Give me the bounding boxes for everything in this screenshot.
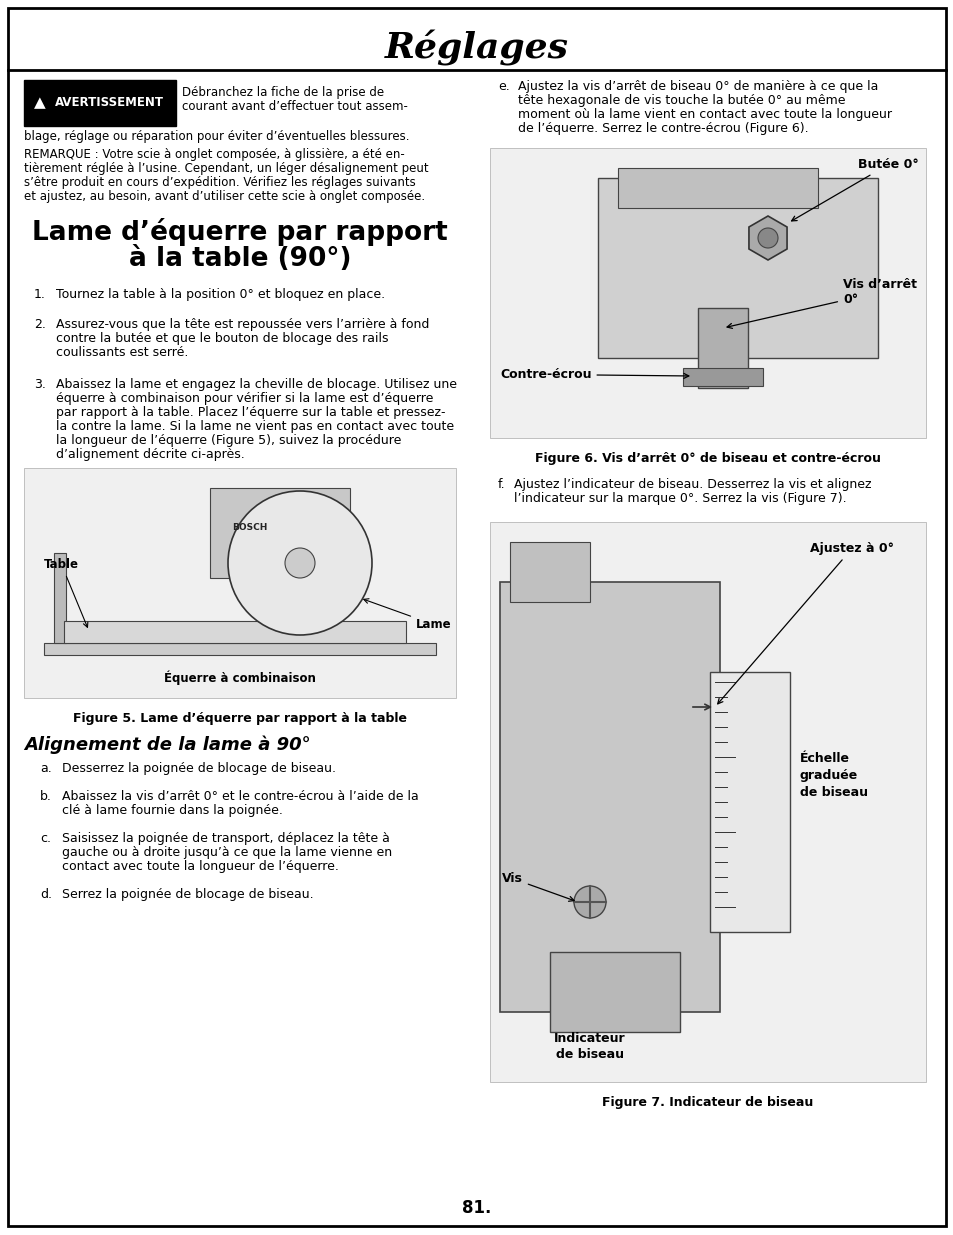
Text: Figure 6. Vis d’arrêt 0° de biseau et contre-écrou: Figure 6. Vis d’arrêt 0° de biseau et co… <box>535 452 880 466</box>
Bar <box>24 468 456 698</box>
Text: blage, réglage ou réparation pour éviter d’éventuelles blessures.: blage, réglage ou réparation pour éviter… <box>24 130 409 143</box>
Text: équerre à combinaison pour vérifier si la lame est d’équerre: équerre à combinaison pour vérifier si l… <box>56 391 433 405</box>
Text: Butée 0°: Butée 0° <box>791 158 918 221</box>
Text: Ajustez à 0°: Ajustez à 0° <box>717 542 893 704</box>
Text: la contre la lame. Si la lame ne vient pas en contact avec toute: la contre la lame. Si la lame ne vient p… <box>56 420 454 433</box>
Text: f.: f. <box>497 478 505 492</box>
Text: Ajustez la vis d’arrêt de biseau 0° de manière à ce que la: Ajustez la vis d’arrêt de biseau 0° de m… <box>517 80 878 93</box>
Bar <box>499 582 720 1011</box>
Text: Abaissez la vis d’arrêt 0° et le contre-écrou à l’aide de la: Abaissez la vis d’arrêt 0° et le contre-… <box>62 790 418 803</box>
Text: Vis: Vis <box>501 872 574 902</box>
Bar <box>709 672 789 932</box>
Text: Échelle
graduée
de biseau: Échelle graduée de biseau <box>800 752 867 799</box>
Text: Débranchez la fiche de la prise de: Débranchez la fiche de la prise de <box>182 86 384 99</box>
Text: l’indicateur sur la marque 0°. Serrez la vis (Figure 7).: l’indicateur sur la marque 0°. Serrez la… <box>514 492 845 505</box>
Text: contact avec toute la longueur de l’équerre.: contact avec toute la longueur de l’éque… <box>62 860 338 873</box>
Circle shape <box>758 228 778 248</box>
Text: Tournez la table à la position 0° et bloquez en place.: Tournez la table à la position 0° et blo… <box>56 288 385 301</box>
Text: tête hexagonale de vis touche la butée 0° au même: tête hexagonale de vis touche la butée 0… <box>517 94 844 107</box>
Bar <box>598 178 877 358</box>
Bar <box>54 553 66 643</box>
Bar <box>210 488 350 578</box>
Text: s’être produit en cours d’expédition. Vérifiez les réglages suivants: s’être produit en cours d’expédition. Vé… <box>24 177 416 189</box>
Text: Alignement de la lame à 90°: Alignement de la lame à 90° <box>24 736 311 755</box>
Text: et ajustez, au besoin, avant d’utiliser cette scie à onglet composée.: et ajustez, au besoin, avant d’utiliser … <box>24 190 425 203</box>
Text: tièrement réglée à l’usine. Cependant, un léger désalignement peut: tièrement réglée à l’usine. Cependant, u… <box>24 162 428 175</box>
Bar <box>550 952 679 1032</box>
Text: Vis d’arrêt
0°: Vis d’arrêt 0° <box>726 278 916 329</box>
Text: d.: d. <box>40 888 52 902</box>
Text: gauche ou à droite jusqu’à ce que la lame vienne en: gauche ou à droite jusqu’à ce que la lam… <box>62 846 392 860</box>
Text: a.: a. <box>40 762 51 776</box>
Text: 81.: 81. <box>462 1199 491 1216</box>
Text: à la table (90°): à la table (90°) <box>129 246 351 272</box>
Text: clé à lame fournie dans la poignée.: clé à lame fournie dans la poignée. <box>62 804 283 818</box>
Text: Abaissez la lame et engagez la cheville de blocage. Utilisez une: Abaissez la lame et engagez la cheville … <box>56 378 456 391</box>
Text: courant avant d’effectuer tout assem-: courant avant d’effectuer tout assem- <box>182 100 408 112</box>
Text: b.: b. <box>40 790 51 803</box>
Text: d’alignement décrite ci-après.: d’alignement décrite ci-après. <box>56 448 245 461</box>
Text: AVERTISSEMENT: AVERTISSEMENT <box>54 96 163 110</box>
Text: 3.: 3. <box>34 378 46 391</box>
Bar <box>510 542 589 601</box>
Text: contre la butée et que le bouton de blocage des rails: contre la butée et que le bouton de bloc… <box>56 332 388 345</box>
Text: Saisissez la poignée de transport, déplacez la tête à: Saisissez la poignée de transport, dépla… <box>62 832 390 845</box>
Text: BOSCH: BOSCH <box>233 524 268 532</box>
Circle shape <box>285 548 314 578</box>
Text: Lame d’équerre par rapport: Lame d’équerre par rapport <box>32 219 447 246</box>
Text: Indicateur
de biseau: Indicateur de biseau <box>554 1032 625 1061</box>
Bar <box>24 80 175 126</box>
Text: 2.: 2. <box>34 317 46 331</box>
Bar <box>682 368 762 387</box>
Text: Contre-écrou: Contre-écrou <box>499 368 688 382</box>
Bar <box>698 308 747 388</box>
Bar <box>490 148 925 438</box>
Text: ▲: ▲ <box>34 95 46 110</box>
Bar <box>64 621 406 643</box>
Text: Desserrez la poignée de blocage de biseau.: Desserrez la poignée de blocage de bisea… <box>62 762 335 776</box>
Bar <box>618 168 817 207</box>
Text: coulissants est serré.: coulissants est serré. <box>56 346 188 359</box>
Text: Figure 7. Indicateur de biseau: Figure 7. Indicateur de biseau <box>601 1095 813 1109</box>
Text: Figure 5. Lame d’équerre par rapport à la table: Figure 5. Lame d’équerre par rapport à l… <box>73 713 407 725</box>
Text: c.: c. <box>40 832 51 845</box>
Text: Serrez la poignée de blocage de biseau.: Serrez la poignée de blocage de biseau. <box>62 888 314 902</box>
Text: REMARQUE : Votre scie à onglet composée, à glissière, a été en-: REMARQUE : Votre scie à onglet composée,… <box>24 148 404 161</box>
Text: e.: e. <box>497 80 509 93</box>
Text: Ajustez l’indicateur de biseau. Desserrez la vis et alignez: Ajustez l’indicateur de biseau. Desserre… <box>514 478 871 492</box>
Text: la longueur de l’équerre (Figure 5), suivez la procédure: la longueur de l’équerre (Figure 5), sui… <box>56 433 401 447</box>
Text: Équerre à combinaison: Équerre à combinaison <box>164 671 315 685</box>
Text: Lame: Lame <box>363 599 451 631</box>
Text: de l’équerre. Serrez le contre-écrou (Figure 6).: de l’équerre. Serrez le contre-écrou (Fi… <box>517 122 808 135</box>
Text: Assurez-vous que la tête est repoussée vers l’arrière à fond: Assurez-vous que la tête est repoussée v… <box>56 317 429 331</box>
Text: moment où la lame vient en contact avec toute la longueur: moment où la lame vient en contact avec … <box>517 107 891 121</box>
Bar <box>44 643 436 655</box>
Text: par rapport à la table. Placez l’équerre sur la table et pressez-: par rapport à la table. Placez l’équerre… <box>56 406 445 419</box>
Polygon shape <box>748 216 786 261</box>
Circle shape <box>574 885 605 918</box>
Text: Table: Table <box>44 558 88 627</box>
Circle shape <box>228 492 372 635</box>
Text: 1.: 1. <box>34 288 46 301</box>
Bar <box>490 522 925 1082</box>
Text: Réglages: Réglages <box>385 30 568 65</box>
